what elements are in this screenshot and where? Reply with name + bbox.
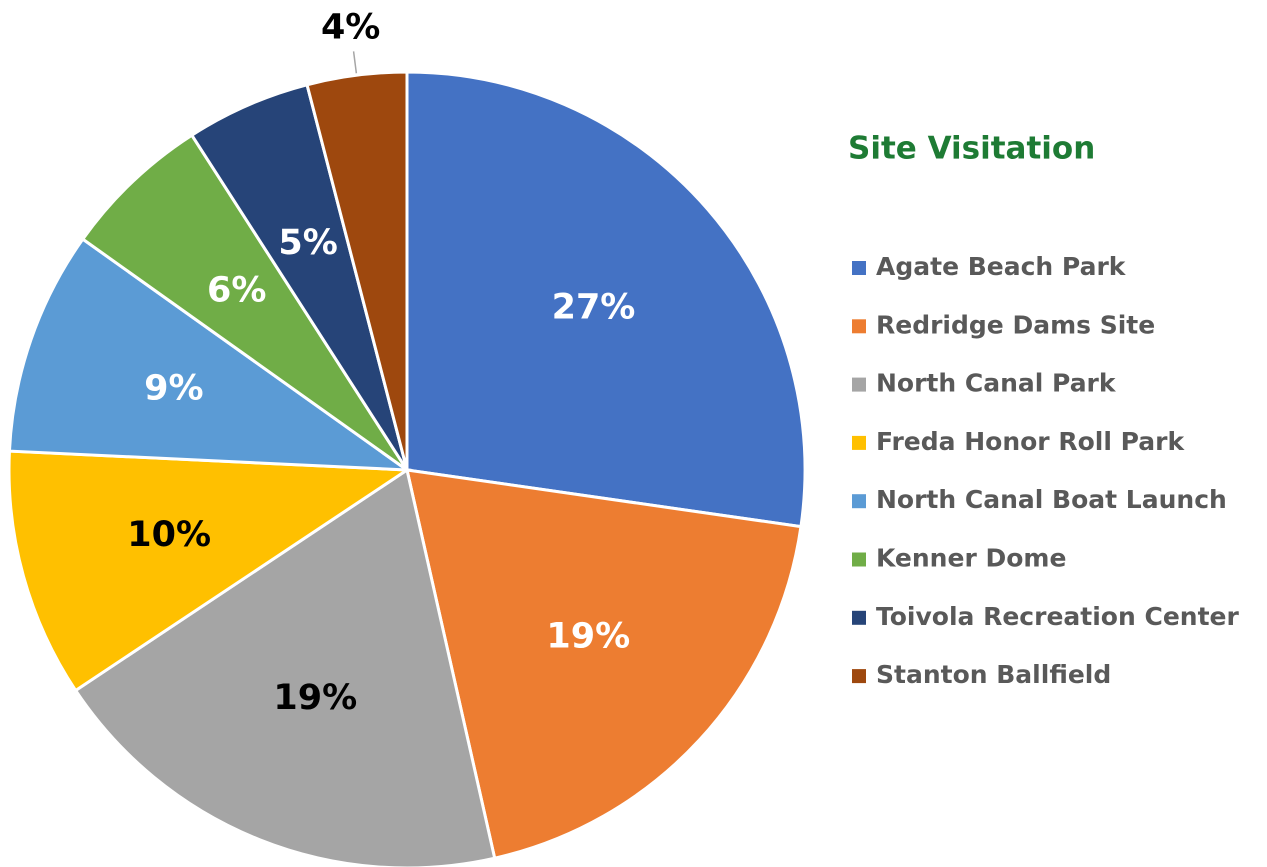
- pie-slice: [405, 70, 807, 529]
- pie-slice: [80, 133, 409, 472]
- pie-slice: [305, 70, 409, 471]
- data-label: 9%: [144, 368, 203, 408]
- data-label: 19%: [546, 616, 630, 656]
- legend-label: North Canal Boat Launch: [876, 485, 1227, 514]
- legend-swatch: [852, 669, 866, 684]
- data-label: 19%: [273, 678, 357, 718]
- chart-title: Site Visitation: [848, 131, 1095, 167]
- legend-swatch: [852, 552, 866, 567]
- legend-swatch: [852, 494, 866, 509]
- legend-label: Agate Beach Park: [876, 252, 1127, 281]
- legend-swatch: [852, 261, 866, 275]
- legend-swatch: [852, 319, 866, 334]
- data-label: 6%: [207, 270, 266, 310]
- legend-label: Stanton Ballfield: [876, 660, 1111, 689]
- legend-swatch: [852, 377, 866, 392]
- pie-slice: [7, 449, 412, 693]
- pie-slice: [7, 237, 413, 472]
- data-label: 4%: [321, 8, 380, 48]
- legend-swatch: [852, 610, 866, 625]
- data-label: 27%: [552, 287, 636, 327]
- pie-slice: [405, 468, 803, 861]
- data-label: 5%: [278, 223, 337, 263]
- legend-label: Freda Honor Roll Park: [876, 427, 1185, 456]
- legend-label: Toivola Recreation Center: [876, 602, 1239, 631]
- legend-label: Redridge Dams Site: [876, 310, 1155, 339]
- legend-label: North Canal Park: [876, 369, 1117, 398]
- legend-swatch: [852, 435, 866, 450]
- data-label: 10%: [127, 515, 211, 555]
- legend-label: Kenner Dome: [876, 544, 1066, 573]
- leader-line: [352, 51, 358, 74]
